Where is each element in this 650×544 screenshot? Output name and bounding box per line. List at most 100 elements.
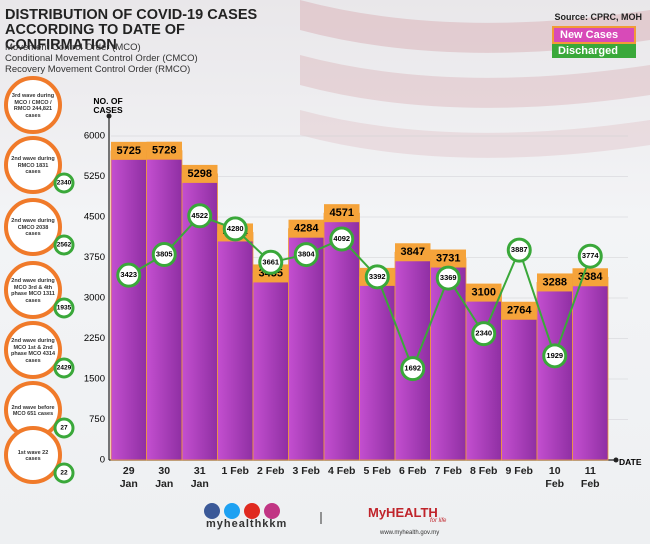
discharged-marker [542,343,568,369]
x-tick-label: 4 Feb [328,465,356,477]
x-tick-label: 3 Feb [292,465,320,477]
value-label-box [466,283,502,302]
url: www.myhealth.gov.my [380,530,440,536]
value-label: 5298 [188,168,212,180]
x-tick-label: 29 Jan [119,465,138,490]
wave-circle [4,261,62,319]
x-tick-label: 7 Feb [434,465,462,477]
chart-title: DISTRIBUTION OF COVID-19 CASES ACCORDING… [5,7,258,53]
value-label-box [395,243,431,262]
discharged-marker [506,237,532,263]
instagram-icon[interactable] [264,503,280,519]
brand: MyHEALTH [368,505,438,520]
discharged-label: 3661 [262,257,279,266]
wave-label: 2nd wave during MCO 3rd & 4th phase MCO … [11,278,55,304]
value-label: 5725 [117,145,141,157]
discharged-marker [471,321,497,347]
axis-end [106,113,112,119]
bar [252,273,289,461]
wave-discharged-circle [53,297,75,319]
y-tick-label: 5250 [84,171,105,182]
wave-discharged: 2429 [57,365,72,372]
discharged-marker [258,249,284,275]
value-label-box [501,301,537,320]
discharged-marker [364,264,390,290]
facebook-icon[interactable] [204,503,220,519]
bar [572,276,609,461]
twitter-icon[interactable] [224,503,240,519]
wave-label: 2nd wave before MCO 651 cases [11,404,55,418]
wave-discharged: 27 [60,425,68,432]
wave-discharged-circle [53,357,75,379]
value-label-box [430,249,466,268]
flag-stripe [300,55,650,108]
discharged-label: 3369 [440,273,457,282]
bar [146,150,183,461]
social-handle: myhealthkkm [206,518,288,530]
bar [288,228,325,461]
bar [465,292,502,461]
discharged-label: 4092 [333,234,350,243]
wave-circle [4,321,62,379]
y-tick-label: 0 [100,455,105,466]
value-label: 2764 [507,305,532,317]
y-tick-label: 3000 [84,293,105,304]
x-tick-label: 6 Feb [399,465,427,477]
x-tick-label: 2 Feb [257,465,285,477]
bar [430,258,467,461]
discharged-marker [329,226,355,252]
value-label-box [537,273,573,292]
discharged-marker [151,242,177,268]
y-tick-label: 6000 [84,131,105,142]
y-tick-label: 750 [89,414,105,425]
value-label-box [182,164,218,183]
x-tick-label: 30 Jan [155,465,174,490]
bar [501,310,538,461]
discharged-marker [222,216,248,242]
x-tick-label: 5 Feb [363,465,391,477]
discharged-label: 3774 [582,251,600,260]
wave-label: 2nd wave during CMCO 2038 cases [11,218,55,238]
note: Conditional Movement Control Order (CMCO… [5,53,198,64]
discharged-label: 3805 [156,250,173,259]
bar [359,276,396,461]
legend-entry: Discharged [552,44,636,58]
value-label: 3731 [436,252,460,264]
bar [536,282,573,461]
value-label-box [111,141,147,160]
bar [323,212,360,461]
discharged-label: 1692 [404,364,421,373]
value-label: 4284 [294,223,319,235]
discharged-marker [577,243,603,269]
wave-label: 3rd wave during MCO / CMCO / RMCO 244,82… [11,93,55,119]
value-label: 4571 [330,207,354,219]
x-axis-label: DATE [619,457,642,467]
axis-end [613,457,619,463]
x-tick-label: 9 Feb [505,465,533,477]
discharged-label: 4280 [227,224,244,233]
wave-discharged: 22 [60,470,68,477]
wave-discharged-circle [53,462,75,484]
wave-discharged-circle [53,172,75,194]
wave-label: 2nd wave during MCO 1st & 2nd phase MCO … [10,338,56,364]
y-tick-label: 1500 [84,374,105,385]
wave-circle [4,198,62,256]
discharged-label: 2340 [475,329,492,338]
legend-entry: New Cases [552,26,636,44]
wave-discharged: 1935 [57,305,72,312]
value-label: 3288 [543,276,567,288]
discharged-label: 3804 [298,250,316,259]
discharged-label: 3423 [120,270,137,279]
wave-discharged: 2562 [57,242,72,249]
x-tick-label: 11 Feb [580,465,600,490]
note: Recovery Movement Control Order (RMCO) [5,64,191,75]
wave-discharged: 2340 [57,180,72,187]
flag-stripe [300,110,650,158]
bar [394,251,431,461]
y-axis-label: NO. OF CASES [93,96,123,115]
y-tick-label: 4500 [84,212,105,223]
discharged-label: 3392 [369,272,386,281]
youtube-icon[interactable] [244,503,260,519]
tagline: for life [430,518,447,524]
